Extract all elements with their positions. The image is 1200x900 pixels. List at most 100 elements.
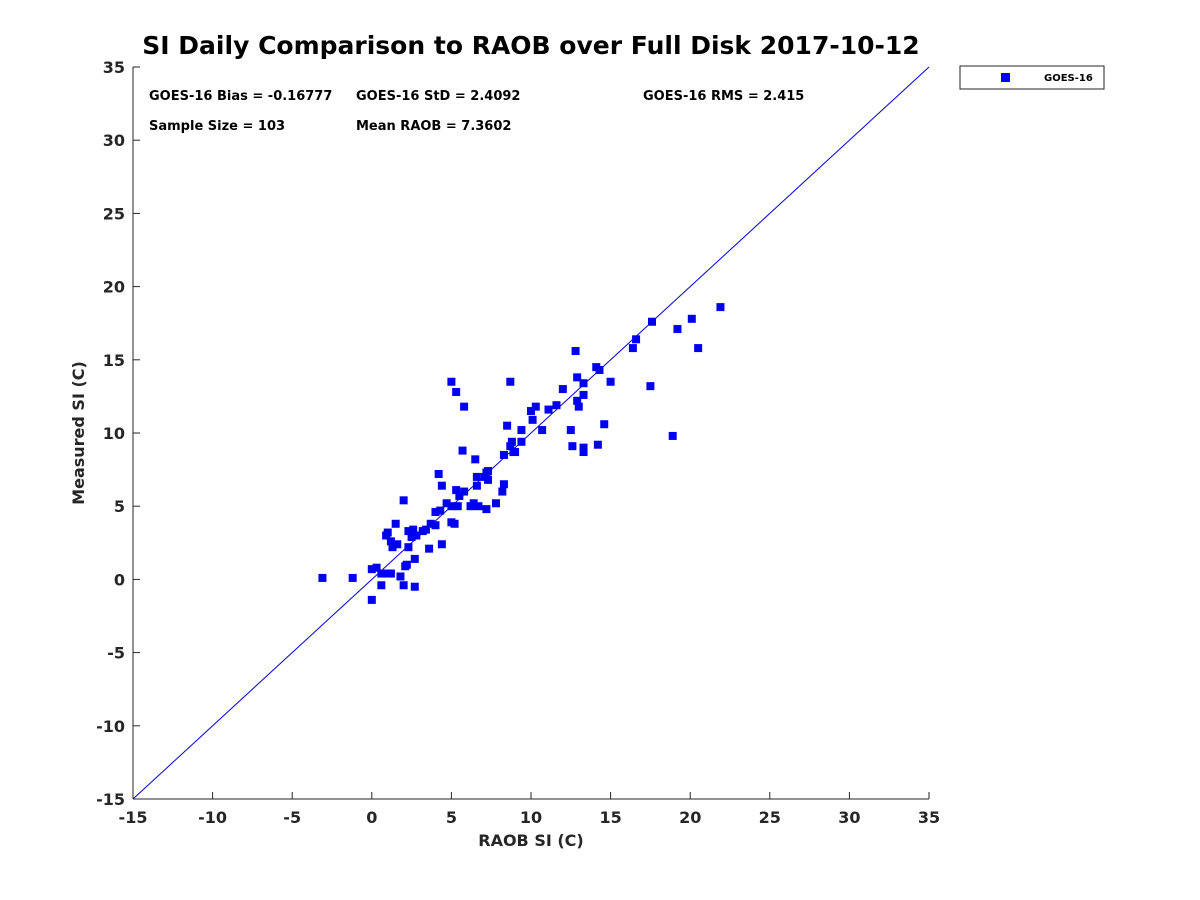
data-point	[579, 390, 588, 399]
data-point	[318, 573, 327, 582]
data-point	[472, 472, 481, 481]
data-point	[531, 402, 540, 411]
data-point	[694, 344, 703, 353]
x-tick-label: -5	[283, 808, 301, 827]
data-point	[606, 377, 615, 386]
y-tick-label: -5	[107, 644, 125, 663]
data-point	[482, 505, 491, 514]
x-tick-label: 20	[679, 808, 701, 827]
data-point	[503, 421, 512, 430]
data-point	[437, 540, 446, 549]
y-tick-label: 15	[103, 351, 125, 370]
x-axis-label: RAOB SI (C)	[478, 831, 583, 850]
data-point	[579, 379, 588, 388]
y-tick-label: 5	[114, 497, 125, 516]
data-point	[442, 499, 451, 508]
stat-bias: GOES-16 Bias = -0.16777	[149, 89, 332, 104]
data-point	[498, 487, 507, 496]
y-tick-label: -10	[96, 717, 125, 736]
data-point	[421, 525, 430, 534]
data-point	[544, 405, 553, 414]
y-tick-label: 25	[103, 204, 125, 223]
data-point	[410, 554, 419, 563]
legend-label: GOES-16	[1044, 73, 1093, 84]
data-point	[372, 563, 381, 572]
data-point	[573, 396, 582, 405]
data-point	[632, 335, 641, 344]
data-point	[646, 382, 655, 391]
data-point	[474, 502, 483, 511]
data-point	[460, 487, 469, 496]
data-point	[558, 385, 567, 394]
data-point	[431, 521, 440, 530]
data-point	[412, 531, 421, 540]
legend-marker	[1001, 73, 1010, 82]
data-point	[409, 525, 418, 534]
data-point	[538, 426, 547, 435]
y-tick-label: -15	[96, 790, 125, 809]
y-tick-label: 0	[114, 570, 125, 589]
data-points	[318, 303, 725, 604]
data-point	[455, 491, 464, 500]
stat-rms: GOES-16 RMS = 2.415	[643, 89, 804, 104]
data-point	[404, 543, 413, 552]
data-point	[579, 448, 588, 457]
data-point	[571, 347, 580, 356]
data-point	[552, 401, 561, 410]
data-point	[402, 560, 411, 569]
data-point	[484, 475, 493, 484]
data-point	[593, 440, 602, 449]
plot-area: -15 -10 -5 0 5 10 15 20 25 30 35 -15 -10 -5 0 5 10 15 20 2…	[96, 58, 940, 827]
data-point	[628, 344, 637, 353]
data-point	[647, 317, 656, 326]
data-point	[410, 582, 419, 591]
data-point	[511, 448, 520, 457]
data-point	[396, 572, 405, 581]
data-point	[383, 528, 392, 537]
data-point	[517, 437, 526, 446]
x-tick-label: 10	[520, 808, 542, 827]
data-point	[491, 499, 500, 508]
data-point	[391, 519, 400, 528]
data-point	[499, 480, 508, 489]
data-point	[447, 377, 456, 386]
data-point	[367, 565, 376, 574]
data-point	[668, 431, 677, 440]
data-point	[472, 481, 481, 490]
data-point	[484, 467, 493, 476]
data-point	[404, 527, 413, 536]
y-axis-label: Measured SI (C)	[69, 361, 88, 505]
data-point	[434, 469, 443, 478]
data-point	[399, 581, 408, 590]
x-tick-label: 35	[918, 808, 940, 827]
data-point	[469, 499, 478, 508]
data-point	[348, 573, 357, 582]
data-point	[527, 407, 535, 416]
data-point	[687, 314, 696, 323]
data-point	[528, 415, 537, 424]
data-point	[437, 481, 446, 490]
data-point	[386, 569, 395, 578]
data-point	[568, 442, 577, 451]
x-tick-label: 5	[446, 808, 457, 827]
data-point	[393, 540, 402, 549]
data-point	[716, 303, 725, 312]
data-point	[566, 426, 575, 435]
data-point	[386, 537, 395, 546]
y-tick-label: 35	[103, 58, 125, 77]
data-point	[573, 373, 582, 382]
data-point	[399, 496, 408, 505]
identity-reference-line	[132, 66, 930, 800]
x-tick-label: 25	[759, 808, 781, 827]
data-point	[447, 502, 456, 511]
stat-std: GOES-16 StD = 2.4092	[356, 89, 520, 104]
stat-mean-raob: Mean RAOB = 7.3602	[356, 119, 511, 134]
data-point	[407, 532, 416, 541]
data-point	[673, 325, 682, 334]
legend-box	[959, 65, 1105, 90]
data-point	[471, 455, 480, 464]
x-tick-label: -10	[198, 808, 227, 827]
legend: GOES-16	[959, 65, 1105, 90]
data-point	[453, 502, 462, 511]
